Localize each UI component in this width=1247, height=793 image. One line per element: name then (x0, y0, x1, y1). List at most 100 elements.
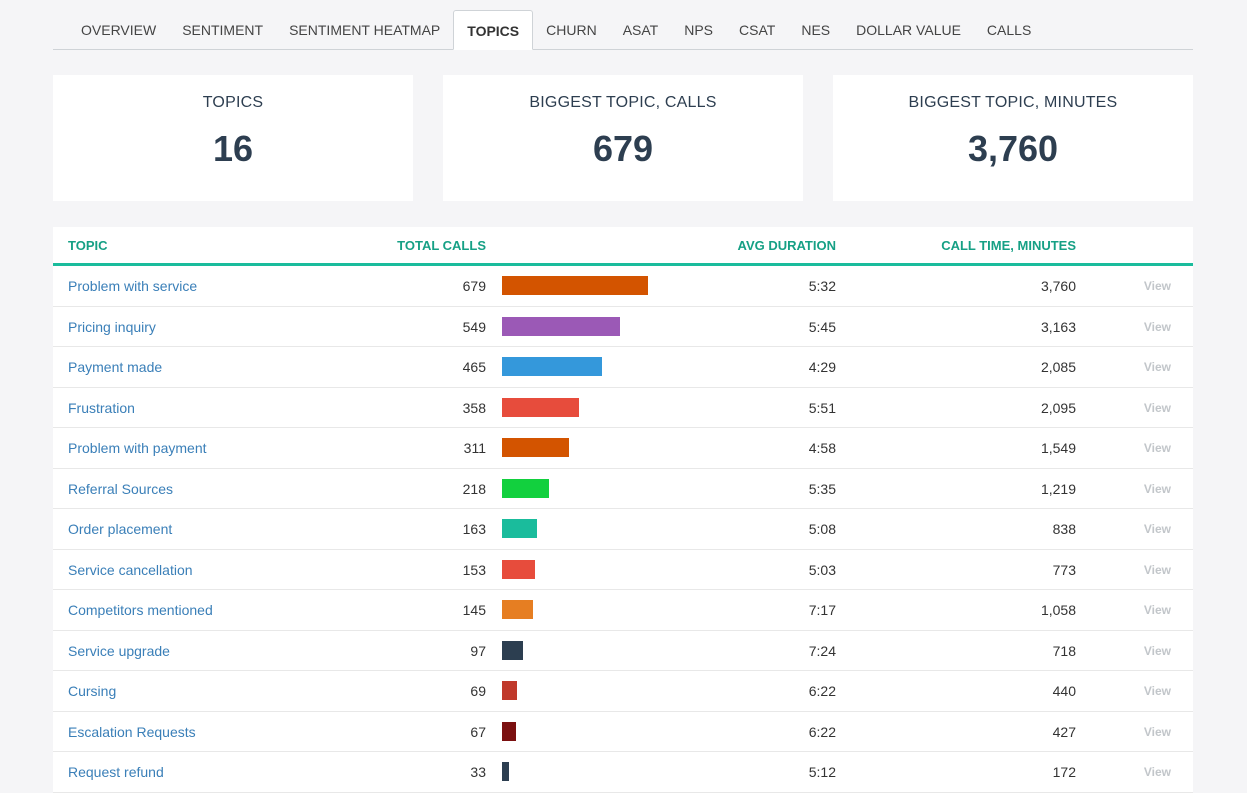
call-time-minutes-value: 172 (1052, 764, 1076, 780)
avg-duration-value: 6:22 (808, 723, 836, 740)
call-time-minutes-value: 427 (1052, 723, 1076, 740)
total-calls-value: 69 (470, 683, 486, 699)
view-link[interactable]: View (1143, 684, 1171, 698)
total-calls-value: 97 (470, 642, 486, 659)
topic-link[interactable]: Service cancellation (68, 561, 193, 578)
avg-duration-value: 5:32 (808, 278, 836, 294)
topic-link[interactable]: Referral Sources (68, 480, 174, 497)
avg-duration-value: 5:51 (808, 399, 836, 416)
table-row: Order placement 163 5:08 838 View (53, 509, 1193, 550)
view-link[interactable]: View (1143, 441, 1171, 455)
table-row: Frustration 358 5:51 2,095 View (53, 388, 1193, 428)
stat-card-label: BIGGEST TOPIC, CALLS (529, 94, 717, 111)
topic-link[interactable]: Payment made (68, 359, 163, 375)
view-link[interactable]: View (1143, 360, 1171, 374)
view-link[interactable]: View (1143, 724, 1171, 739)
tab-csat[interactable]: CSAT (739, 22, 776, 38)
tab-overview[interactable]: OVERVIEW (81, 22, 157, 38)
tab-calls[interactable]: CALLS (986, 22, 1032, 38)
total-calls-value: 218 (462, 480, 486, 497)
total-calls-value: 358 (462, 399, 486, 416)
call-time-minutes-value: 2,095 (1040, 399, 1076, 416)
tab-dollar-value[interactable]: DOLLAR VALUE (856, 22, 961, 38)
tab-churn[interactable]: CHURN (546, 22, 597, 38)
call-time-minutes-value: 718 (1052, 642, 1076, 659)
call-time-minutes-value: 3,163 (1040, 318, 1076, 335)
topic-link[interactable]: Escalation Requests (68, 723, 196, 740)
table-row: Escalation Requests 67 6:22 427 View (53, 712, 1193, 752)
total-calls-value: 153 (462, 561, 486, 578)
header-call-time-minutes[interactable]: CALL TIME, MINUTES (941, 238, 1076, 253)
stat-cards: TOPICS 16 BIGGEST TOPIC, CALLS 679 BIGGE… (53, 75, 1193, 201)
topic-link[interactable]: Competitors mentioned (68, 602, 213, 618)
header-total-calls[interactable]: TOTAL CALLS (397, 238, 486, 253)
topic-link[interactable]: Pricing inquiry (68, 318, 156, 335)
view-link[interactable]: View (1143, 481, 1171, 496)
call-time-minutes-value: 773 (1052, 561, 1076, 578)
view-link[interactable]: View (1143, 400, 1171, 415)
view-link[interactable]: View (1143, 522, 1171, 536)
topics-table: TOPIC TOTAL CALLS AVG DURATION CALL TIME… (53, 227, 1193, 793)
topic-link[interactable]: Cursing (68, 683, 117, 699)
call-time-minutes-value: 3,760 (1040, 278, 1076, 294)
call-time-minutes-value: 1,549 (1040, 440, 1076, 456)
table-row: Problem with payment 311 4:58 1,549 View (53, 428, 1193, 469)
topic-link[interactable]: Frustration (68, 399, 135, 416)
calls-bar (502, 559, 535, 579)
header-topic[interactable]: TOPIC (68, 238, 108, 253)
view-link[interactable]: View (1143, 643, 1171, 658)
tab-topics[interactable]: TOPICS (453, 10, 534, 50)
stat-card-value: 679 (592, 128, 654, 169)
calls-bar (502, 357, 602, 376)
avg-duration-value: 5:45 (808, 318, 836, 335)
tab-sentiment[interactable]: SENTIMENT (182, 22, 264, 38)
call-time-minutes-value: 2,085 (1040, 359, 1076, 375)
view-link[interactable]: View (1143, 603, 1171, 617)
avg-duration-value: 5:35 (808, 480, 836, 497)
view-link[interactable]: View (1143, 319, 1171, 334)
table-row: Competitors mentioned 145 7:17 1,058 View (53, 590, 1193, 631)
calls-bar (502, 600, 533, 619)
total-calls-value: 67 (470, 723, 486, 740)
total-calls-value: 145 (462, 602, 486, 618)
view-link[interactable]: View (1143, 765, 1171, 779)
calls-bar (502, 438, 569, 457)
view-link[interactable]: View (1143, 562, 1171, 577)
total-calls-value: 311 (463, 440, 486, 456)
table-row: Service upgrade 97 7:24 718 View (53, 631, 1193, 671)
avg-duration-value: 7:17 (808, 602, 836, 618)
stat-card-label: BIGGEST TOPIC, MINUTES (908, 94, 1118, 111)
tab-asat[interactable]: ASAT (622, 22, 659, 38)
avg-duration-value: 7:24 (808, 642, 836, 659)
calls-bar (502, 316, 620, 336)
calls-bar (502, 478, 549, 498)
total-calls-value: 33 (470, 764, 486, 780)
stat-card-label: TOPICS (202, 94, 264, 111)
calls-bar (502, 519, 537, 538)
calls-bar (502, 276, 648, 295)
stat-card-value: 16 (212, 128, 254, 169)
calls-bar (502, 681, 517, 700)
topic-link[interactable]: Service upgrade (68, 642, 170, 659)
table-row: Payment made 465 4:29 2,085 View (53, 347, 1193, 388)
total-calls-value: 549 (462, 318, 486, 335)
topic-link[interactable]: Problem with service (68, 278, 198, 294)
stat-card-biggest-topic-calls: BIGGEST TOPIC, CALLS 679 (443, 75, 803, 201)
call-time-minutes-value: 440 (1052, 683, 1076, 699)
tab-sentiment-heatmap[interactable]: SENTIMENT HEATMAP (289, 22, 441, 38)
topic-link[interactable]: Order placement (68, 521, 173, 537)
tab-nps[interactable]: NPS (684, 22, 714, 38)
calls-bar (502, 721, 516, 741)
topic-link[interactable]: Request refund (68, 764, 164, 780)
calls-bar (502, 640, 523, 660)
view-link[interactable]: View (1143, 279, 1171, 293)
table-row: Pricing inquiry 549 5:45 3,163 View (53, 307, 1193, 347)
call-time-minutes-value: 1,219 (1040, 480, 1076, 497)
topics-dashboard: OVERVIEW SENTIMENT SENTIMENT HEATMAP TOPICS… (53, 0, 1193, 793)
tab-nes[interactable]: NES (801, 22, 831, 38)
avg-duration-value: 4:29 (808, 359, 836, 375)
header-avg-duration[interactable]: AVG DURATION (737, 238, 836, 253)
table-body: Problem with service 679 5:32 3,760 View Pric… (53, 266, 1193, 793)
topic-link[interactable]: Problem with payment (68, 440, 207, 456)
total-calls-value: 679 (462, 278, 486, 294)
